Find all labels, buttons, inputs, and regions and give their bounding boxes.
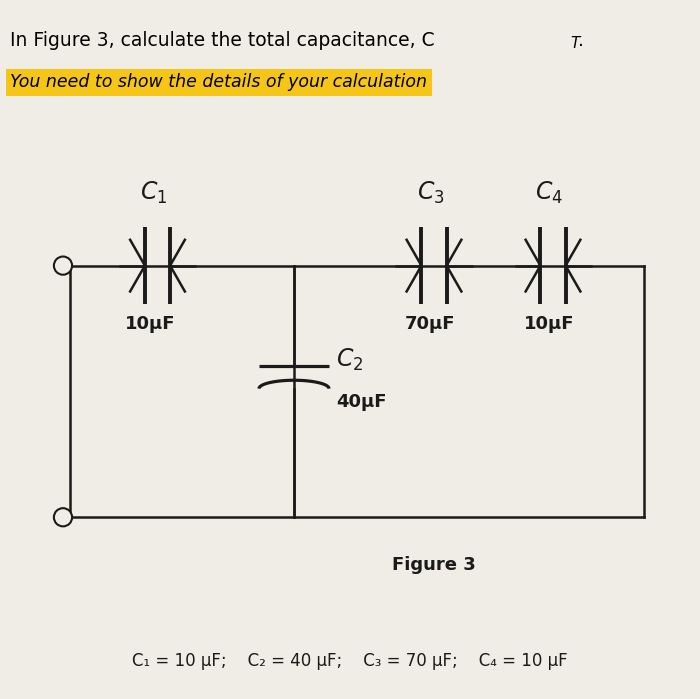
Text: You need to show the details of your calculation: You need to show the details of your cal… <box>10 73 428 92</box>
Text: 10μF: 10μF <box>125 315 176 333</box>
Text: 40μF: 40μF <box>336 393 386 411</box>
Text: $\mathit{C}_3$: $\mathit{C}_3$ <box>416 180 444 206</box>
Text: C₁ = 10 μF;    C₂ = 40 μF;    C₃ = 70 μF;    C₄ = 10 μF: C₁ = 10 μF; C₂ = 40 μF; C₃ = 70 μF; C₄ =… <box>132 651 568 670</box>
Text: $\mathit{C}_4$: $\mathit{C}_4$ <box>536 180 564 206</box>
Text: T: T <box>570 36 580 51</box>
Text: $\mathit{C}_2$: $\mathit{C}_2$ <box>336 347 363 373</box>
Text: $\mathit{C}_1$: $\mathit{C}_1$ <box>140 180 168 206</box>
Text: 70μF: 70μF <box>405 315 456 333</box>
Text: Figure 3: Figure 3 <box>392 556 476 574</box>
Text: In Figure 3, calculate the total capacitance, C: In Figure 3, calculate the total capacit… <box>10 31 435 50</box>
Circle shape <box>54 508 72 526</box>
Text: .: . <box>578 31 584 50</box>
Text: 10μF: 10μF <box>524 315 575 333</box>
Circle shape <box>54 257 72 275</box>
